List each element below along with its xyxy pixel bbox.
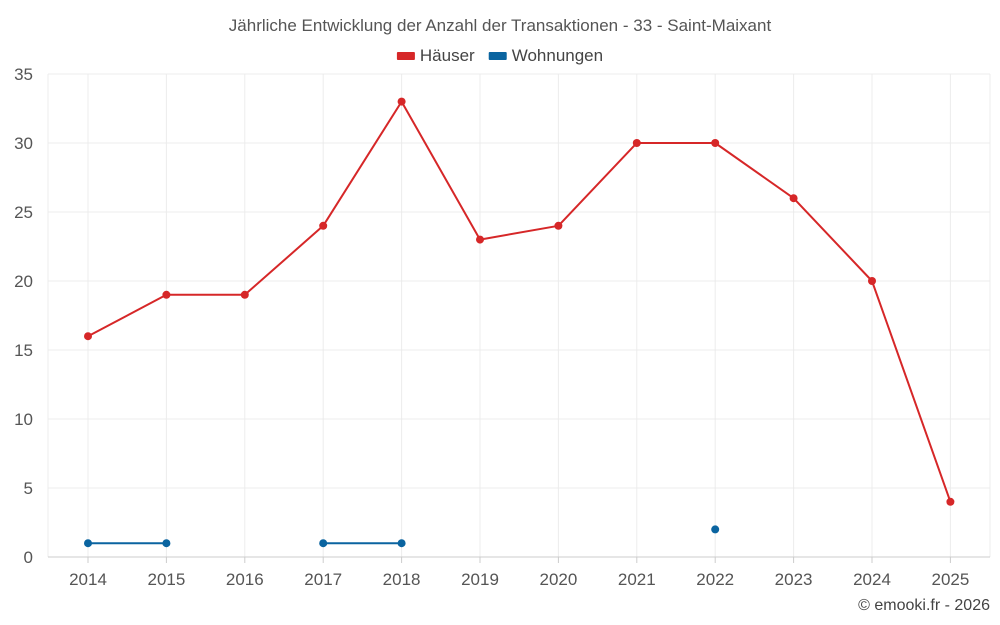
data-point xyxy=(319,221,328,230)
legend: Häuser Wohnungen xyxy=(396,46,603,65)
series-line xyxy=(87,100,952,503)
y-tick-label: 0 xyxy=(24,548,33,567)
data-point xyxy=(84,332,92,341)
data-point xyxy=(397,539,406,548)
y-tick-label: 35 xyxy=(14,65,33,84)
y-tick-label: 30 xyxy=(14,134,33,153)
x-tick-label: 2020 xyxy=(539,570,577,589)
data-point xyxy=(632,139,641,147)
data-point xyxy=(554,221,563,230)
x-axis: 2014 2015 2016 2017 2018 2019 2020 2021 2022 2023… xyxy=(48,556,990,589)
data-point xyxy=(84,539,92,548)
legend-label: Wohnungen xyxy=(512,46,603,65)
legend-swatch xyxy=(488,52,507,60)
x-tick-label: 2017 xyxy=(304,570,342,589)
x-tick-label: 2023 xyxy=(775,570,813,589)
legend-item: Wohnungen xyxy=(488,46,603,65)
x-tick-label: 2016 xyxy=(226,570,264,589)
data-point xyxy=(789,194,798,203)
series-layer xyxy=(84,97,955,548)
x-tick-label: 2019 xyxy=(461,570,499,589)
data-point xyxy=(162,539,171,548)
grid xyxy=(47,73,991,557)
series-2 xyxy=(84,525,720,548)
data-point xyxy=(868,277,876,285)
data-point xyxy=(711,139,720,147)
x-tick-label: 2015 xyxy=(147,570,185,589)
data-point xyxy=(397,97,406,106)
y-tick-label: 10 xyxy=(14,410,33,429)
data-point xyxy=(946,497,955,506)
data-point xyxy=(711,525,720,534)
data-point xyxy=(240,290,249,299)
legend-item: Häuser xyxy=(396,46,475,65)
data-point xyxy=(162,290,171,299)
data-point xyxy=(476,235,484,244)
x-tick-label: 2018 xyxy=(383,570,421,589)
y-tick-label: 5 xyxy=(24,479,33,498)
x-tick-label: 2014 xyxy=(69,570,107,589)
y-tick-label: 25 xyxy=(14,203,33,222)
y-tick-label: 15 xyxy=(14,341,33,360)
x-tick-label: 2022 xyxy=(696,570,734,589)
x-tick-label: 2025 xyxy=(931,570,969,589)
legend-label: Häuser xyxy=(420,46,475,65)
data-point xyxy=(319,539,328,548)
x-tick-label: 2024 xyxy=(853,570,891,589)
credit-text: © emooki.fr - 2026 xyxy=(858,597,990,614)
y-tick-label: 20 xyxy=(14,272,33,291)
y-axis: 0 5 10 15 20 25 30 35 xyxy=(14,65,33,567)
series-1 xyxy=(84,97,955,506)
legend-swatch xyxy=(396,52,415,60)
x-tick-label: 2021 xyxy=(618,570,656,589)
chart-title: Jährliche Entwicklung der Anzahl der Tra… xyxy=(229,16,772,35)
